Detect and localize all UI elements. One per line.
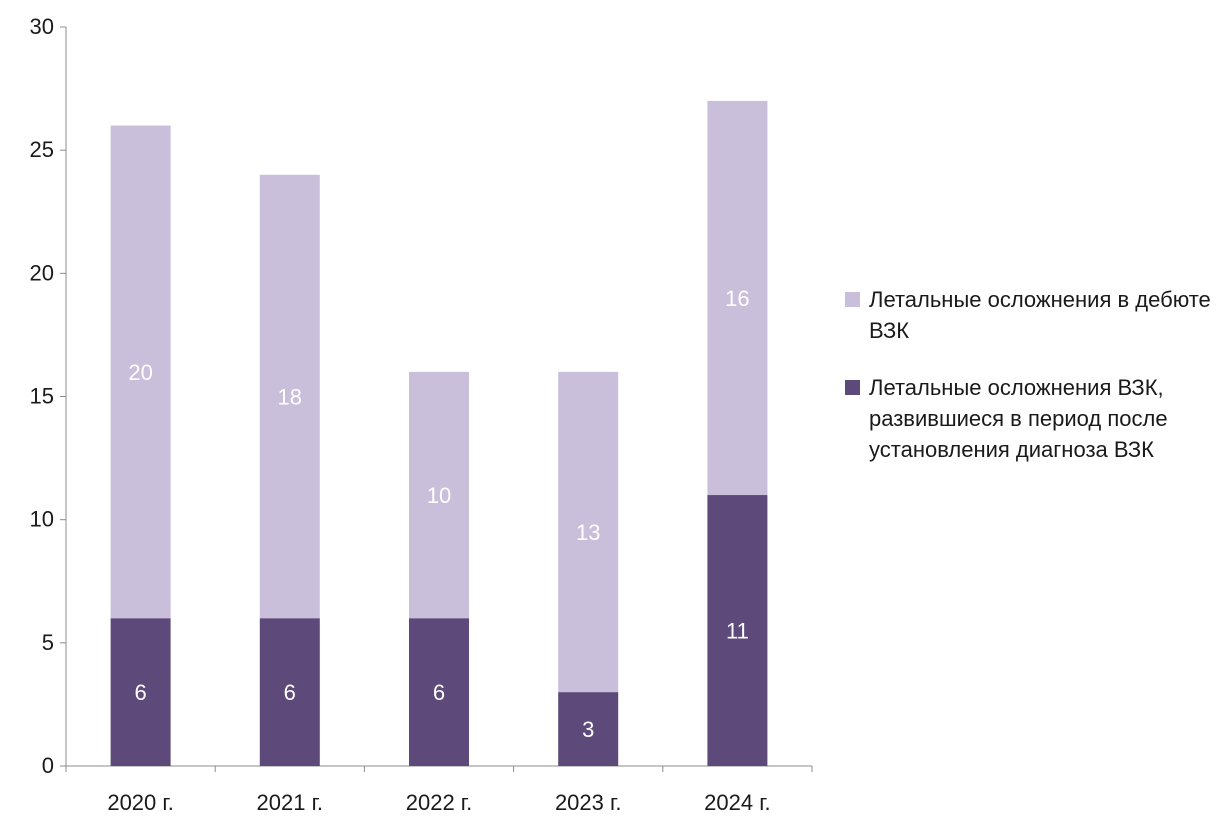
data-label: 6: [134, 680, 146, 705]
bar-segment-after-diagnosis: [558, 692, 619, 766]
bar-segment-debut: [707, 100, 768, 496]
data-label: 6: [433, 680, 445, 705]
y-tick-label: 0: [42, 753, 54, 778]
x-tick-label: 2022 г.: [406, 790, 473, 815]
x-tick-label: 2024 г.: [704, 790, 771, 815]
data-label: 20: [128, 360, 152, 385]
data-label: 10: [427, 483, 451, 508]
data-label: 13: [576, 520, 600, 545]
legend: Летальные осложнения в дебюте ВЗК Леталь…: [845, 284, 1215, 491]
y-tick-label: 20: [30, 260, 54, 285]
legend-label-debut: Летальные осложнения в дебюте ВЗК: [869, 287, 1211, 343]
bar-segment-after-diagnosis: [110, 618, 171, 766]
bars: [110, 100, 768, 766]
data-label: 16: [725, 286, 749, 311]
bar-segment-after-diagnosis: [707, 495, 768, 766]
bar-segment-debut: [259, 174, 320, 619]
bar-segment-debut: [409, 371, 469, 619]
data-label: 3: [582, 717, 594, 742]
bar-segment-debut: [110, 125, 171, 619]
legend-item-debut: Летальные осложнения в дебюте ВЗК: [845, 284, 1215, 346]
y-tick-label: 30: [30, 14, 54, 39]
y-axis: 0 5 10 15 20 25 30: [30, 14, 67, 778]
x-tick-label: 2023 г.: [555, 790, 622, 815]
x-tick-label: 2021 г.: [257, 790, 324, 815]
data-label: 11: [726, 619, 749, 644]
data-label: 6: [284, 680, 296, 705]
x-axis: 2020 г. 2021 г. 2022 г. 2023 г. 2024 г.: [65, 765, 813, 815]
legend-label-after-diagnosis: Летальные осложнения ВЗК, развившиеся в …: [869, 375, 1168, 462]
bar-segment-after-diagnosis: [259, 618, 320, 766]
legend-swatch-debut: [845, 292, 860, 307]
x-tick-label: 2020 г.: [107, 790, 174, 815]
data-label: 18: [278, 385, 302, 410]
y-tick-label: 15: [30, 384, 54, 409]
legend-item-after-diagnosis: Летальные осложнения ВЗК, развившиеся в …: [845, 372, 1215, 465]
legend-swatch-after-diagnosis: [845, 380, 860, 395]
y-tick-label: 10: [30, 507, 54, 532]
y-tick-label: 5: [42, 630, 54, 655]
bar-segment-after-diagnosis: [409, 618, 469, 766]
data-labels: 6 20 6 18 6 10 3 13 11 16: [128, 286, 749, 742]
bar-segment-debut: [558, 371, 619, 693]
y-tick-label: 25: [30, 137, 54, 162]
